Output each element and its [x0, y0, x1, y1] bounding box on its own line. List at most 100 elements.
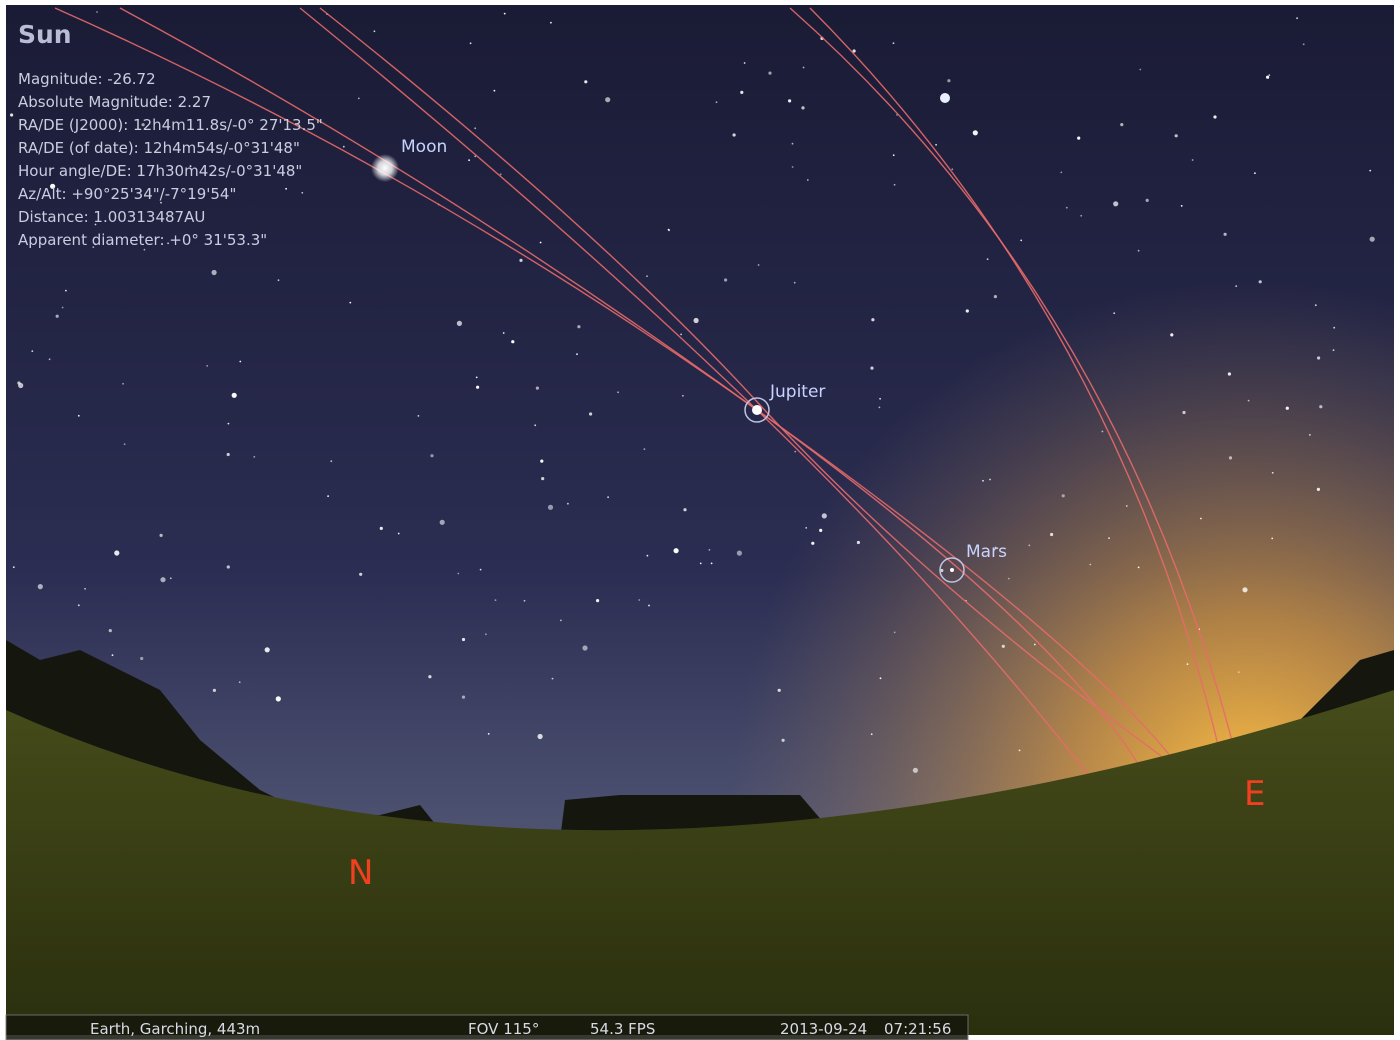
star — [476, 386, 479, 389]
star — [227, 453, 230, 456]
star — [744, 62, 746, 64]
star — [1102, 431, 1104, 433]
star — [109, 629, 112, 632]
star — [541, 477, 544, 480]
star — [232, 393, 237, 398]
star — [358, 98, 360, 100]
star — [1182, 411, 1185, 414]
star — [1170, 333, 1173, 336]
star — [1138, 250, 1140, 252]
star — [560, 620, 562, 622]
star — [511, 340, 514, 343]
star — [951, 168, 953, 170]
star — [584, 80, 587, 83]
star — [239, 681, 241, 683]
star — [398, 533, 400, 535]
star — [1315, 304, 1317, 306]
star — [504, 13, 506, 15]
star — [716, 101, 718, 103]
star — [792, 166, 794, 168]
star — [1146, 199, 1149, 202]
star — [1370, 237, 1375, 242]
star — [1224, 233, 1227, 236]
star — [805, 527, 807, 529]
star — [140, 657, 143, 660]
star — [122, 383, 124, 385]
star — [359, 573, 362, 576]
star — [278, 279, 280, 281]
star — [374, 30, 376, 32]
date: 2013-09-24 — [780, 1020, 867, 1038]
star — [577, 325, 580, 328]
star — [1333, 327, 1335, 329]
star — [114, 550, 119, 555]
star — [1369, 170, 1371, 172]
time: 07:21:56 — [884, 1020, 951, 1038]
star — [683, 508, 686, 511]
star — [239, 361, 241, 363]
star — [160, 534, 163, 537]
star — [1192, 159, 1194, 161]
star — [488, 733, 490, 735]
star — [503, 332, 505, 334]
star — [1113, 312, 1115, 314]
star — [1266, 76, 1269, 79]
star — [1213, 115, 1216, 118]
star — [973, 130, 978, 135]
star — [1319, 405, 1322, 408]
star — [457, 321, 462, 326]
star — [480, 569, 482, 571]
star — [792, 143, 794, 145]
star — [253, 456, 255, 458]
star — [1008, 578, 1010, 580]
star — [893, 42, 895, 44]
star — [822, 513, 827, 518]
info-line: RA/DE (of date): 12h4m54s/-0°31'48" — [18, 139, 300, 157]
fov: FOV 115° — [468, 1020, 539, 1038]
star — [457, 573, 459, 575]
star — [674, 548, 679, 553]
star — [276, 696, 281, 701]
star — [84, 588, 86, 590]
star — [794, 451, 796, 453]
info-line: Distance: 1.00313487AU — [18, 208, 205, 226]
mars-disc — [950, 568, 954, 572]
star — [1050, 533, 1053, 536]
star — [893, 154, 895, 156]
star — [1286, 407, 1289, 410]
star — [474, 127, 476, 129]
star — [470, 42, 472, 44]
star — [596, 599, 599, 602]
star — [534, 424, 536, 426]
star — [803, 67, 805, 69]
star — [1139, 69, 1141, 71]
star — [1019, 750, 1021, 752]
star — [740, 91, 743, 94]
star — [1062, 494, 1065, 497]
star — [989, 479, 991, 481]
star — [536, 387, 539, 390]
star — [485, 633, 487, 635]
star — [550, 22, 552, 24]
star — [871, 318, 874, 321]
star — [10, 113, 13, 116]
star — [330, 460, 332, 462]
info-line: RA/DE (J2000): 12h4m11.8s/-0° 27'13.5" — [18, 116, 323, 134]
star — [206, 365, 208, 367]
location: Earth, Garching, 443m — [90, 1020, 260, 1038]
star — [617, 391, 619, 393]
star — [1242, 587, 1247, 592]
star — [540, 242, 542, 244]
star — [782, 739, 785, 742]
star — [857, 541, 860, 544]
star — [1317, 488, 1320, 491]
moon-marker — [371, 154, 399, 182]
star — [648, 605, 650, 607]
star — [112, 654, 114, 656]
star — [879, 398, 881, 400]
star — [327, 495, 329, 497]
star — [228, 423, 230, 425]
star — [500, 173, 502, 175]
star — [212, 270, 217, 275]
star — [227, 565, 230, 568]
